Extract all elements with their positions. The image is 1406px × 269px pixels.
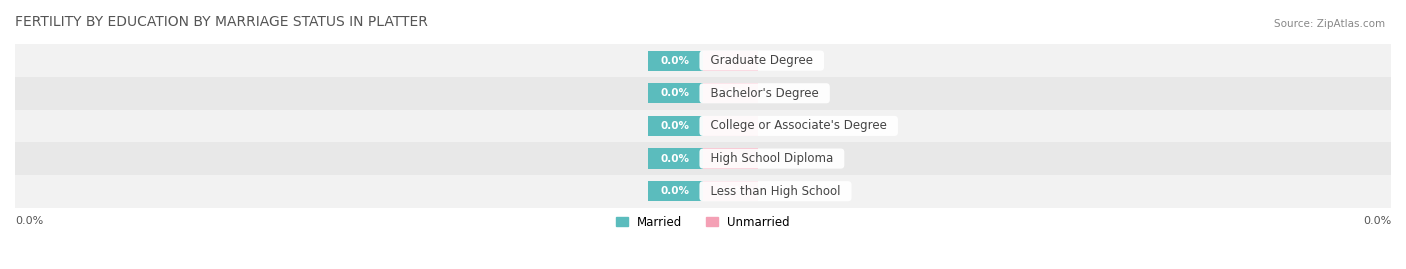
Text: 0.0%: 0.0% — [661, 56, 690, 66]
Bar — [703, 83, 758, 103]
Text: 0.0%: 0.0% — [661, 186, 690, 196]
Bar — [15, 175, 1391, 208]
Bar — [703, 148, 758, 169]
Bar — [648, 181, 703, 201]
Text: College or Associate's Degree: College or Associate's Degree — [703, 119, 894, 132]
Text: 0.0%: 0.0% — [661, 88, 690, 98]
Bar — [703, 116, 758, 136]
Text: Graduate Degree: Graduate Degree — [703, 54, 821, 67]
Text: 0.0%: 0.0% — [716, 154, 745, 164]
Bar — [648, 51, 703, 71]
Text: Less than High School: Less than High School — [703, 185, 848, 198]
Bar — [15, 142, 1391, 175]
Text: Source: ZipAtlas.com: Source: ZipAtlas.com — [1274, 19, 1385, 29]
Bar — [703, 181, 758, 201]
Text: Bachelor's Degree: Bachelor's Degree — [703, 87, 827, 100]
Text: High School Diploma: High School Diploma — [703, 152, 841, 165]
Text: 0.0%: 0.0% — [15, 216, 44, 226]
Text: 0.0%: 0.0% — [716, 88, 745, 98]
Text: 0.0%: 0.0% — [716, 186, 745, 196]
Bar — [15, 109, 1391, 142]
Legend: Married, Unmarried: Married, Unmarried — [612, 211, 794, 233]
Text: 0.0%: 0.0% — [661, 154, 690, 164]
Bar — [648, 148, 703, 169]
Bar — [648, 116, 703, 136]
Text: 0.0%: 0.0% — [716, 121, 745, 131]
Text: 0.0%: 0.0% — [716, 56, 745, 66]
Text: 0.0%: 0.0% — [1362, 216, 1391, 226]
Text: FERTILITY BY EDUCATION BY MARRIAGE STATUS IN PLATTER: FERTILITY BY EDUCATION BY MARRIAGE STATU… — [15, 15, 427, 29]
Bar — [15, 44, 1391, 77]
Text: 0.0%: 0.0% — [661, 121, 690, 131]
Bar — [15, 77, 1391, 109]
Bar — [703, 51, 758, 71]
Bar — [648, 83, 703, 103]
